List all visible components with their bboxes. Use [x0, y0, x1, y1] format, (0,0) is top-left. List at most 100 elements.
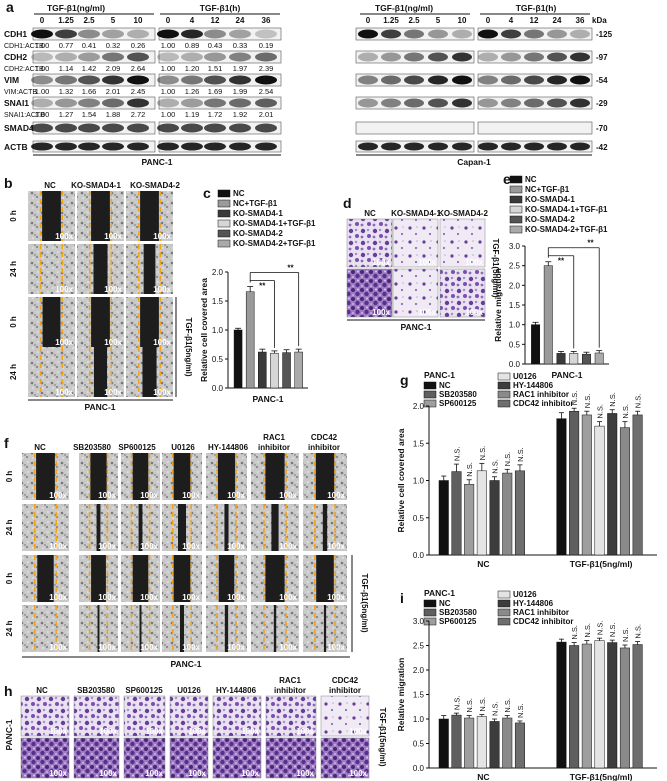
transwell-image: 100x	[265, 695, 317, 737]
blot-band	[570, 52, 590, 62]
blot-band	[102, 75, 124, 85]
ratio-label: CDH1:ACTB	[4, 43, 44, 50]
legend-label: NC	[439, 381, 451, 390]
blot-band	[204, 29, 226, 39]
group-label: TGF-β1(5ng/ml)	[570, 772, 633, 781]
bar	[258, 351, 267, 389]
blot-band	[78, 75, 100, 85]
scratch-gap	[322, 504, 328, 551]
ratio-value: 2.01	[106, 87, 121, 96]
scratch-gap	[140, 191, 159, 241]
blot-band	[452, 52, 472, 62]
blot-band	[55, 123, 77, 133]
scratch-image: 100x	[303, 555, 347, 602]
blot-band	[570, 98, 590, 108]
bar	[282, 352, 291, 389]
magnification: 100x	[104, 232, 122, 241]
blot-band	[127, 123, 149, 133]
blot-band	[181, 98, 203, 108]
blot-band	[181, 142, 203, 151]
ratio-label: VIM:ACTB	[4, 89, 37, 96]
scratch-image: 100x	[126, 244, 173, 294]
blot-band	[157, 98, 179, 108]
scratch-image: 100x	[28, 191, 75, 241]
scratch-gap	[315, 453, 335, 500]
blot-band	[204, 123, 226, 133]
ratio-value: 1.32	[59, 87, 74, 96]
y-tick-label: 0.0	[413, 764, 425, 773]
blot-band	[204, 29, 226, 39]
blot-band	[229, 123, 251, 133]
magnification: 100x	[188, 769, 206, 778]
scratch-gap	[91, 297, 110, 347]
sig-label: **	[558, 257, 565, 266]
bar	[594, 640, 605, 769]
blot-band	[428, 29, 448, 39]
blot-band	[229, 98, 251, 108]
blot-band	[102, 123, 124, 133]
blot-band	[547, 75, 567, 85]
magnification: 100x	[418, 308, 436, 317]
bar	[569, 645, 580, 769]
blot-band	[181, 52, 203, 62]
blot-band	[524, 142, 544, 151]
blot-band	[428, 75, 448, 85]
legend-swatch	[497, 372, 511, 381]
column-label: SB203580	[73, 443, 111, 452]
magnification: 100x	[188, 727, 206, 736]
scratch-gap	[273, 605, 277, 652]
transwell-image: 100x	[439, 218, 486, 268]
side-label: TGF-β1(5ng/ml)	[184, 317, 193, 376]
y-tick-label: 0.0	[509, 360, 521, 369]
blot-band	[381, 52, 401, 62]
blot-band	[229, 29, 251, 39]
blot-band	[204, 123, 226, 133]
magnification: 100x	[227, 542, 245, 551]
cell-line-label: PANC-1	[170, 659, 201, 669]
side-label: TGF-β1(5ng/ml)	[491, 238, 500, 297]
y-axis-label: Relative cell covered area	[199, 278, 209, 382]
blot-band	[452, 142, 472, 151]
blot-band	[31, 52, 53, 62]
scratch-gap	[142, 347, 157, 397]
bar	[594, 425, 605, 556]
magnification: 100x	[465, 308, 483, 317]
blot-band	[501, 75, 521, 85]
ns-label: N.S.	[491, 701, 500, 716]
blot-band	[478, 142, 498, 151]
blot-band	[547, 98, 567, 108]
blot-band	[501, 142, 521, 151]
sig-label: **	[287, 264, 294, 273]
bar	[294, 351, 303, 389]
scratch-gap	[90, 453, 107, 500]
bar	[233, 329, 243, 389]
ns-label: N.S.	[621, 404, 630, 419]
micrograph	[439, 218, 486, 268]
blot-band	[204, 75, 226, 85]
magnification: 100x	[140, 593, 158, 602]
blot-band	[229, 29, 251, 39]
lane-label: 0	[166, 16, 171, 25]
blot-band	[102, 29, 124, 39]
blot-band	[78, 52, 100, 62]
blot-band	[127, 75, 149, 85]
ratio-value: 0.41	[82, 41, 97, 50]
bar	[476, 470, 487, 556]
kda-marker: -29	[596, 99, 608, 108]
blot-band	[524, 29, 544, 39]
scratch-image: 100x	[121, 453, 160, 500]
legend-label: KO-SMAD4-1	[525, 195, 575, 204]
protein-label: CDH1	[4, 29, 27, 39]
ns-label: N.S.	[503, 452, 512, 467]
y-tick-label: 1.0	[212, 326, 224, 335]
blot-band	[204, 98, 226, 108]
blot-band	[255, 52, 277, 62]
magnification: 100x	[98, 542, 116, 551]
ratio-value: 2.54	[259, 87, 274, 96]
magnification: 100x	[372, 308, 390, 317]
column-label: inhibitor	[274, 686, 306, 695]
row-label: 24 h	[9, 364, 18, 380]
magnification: 100x	[49, 593, 67, 602]
blot-band	[181, 75, 203, 85]
micrograph	[73, 695, 120, 737]
